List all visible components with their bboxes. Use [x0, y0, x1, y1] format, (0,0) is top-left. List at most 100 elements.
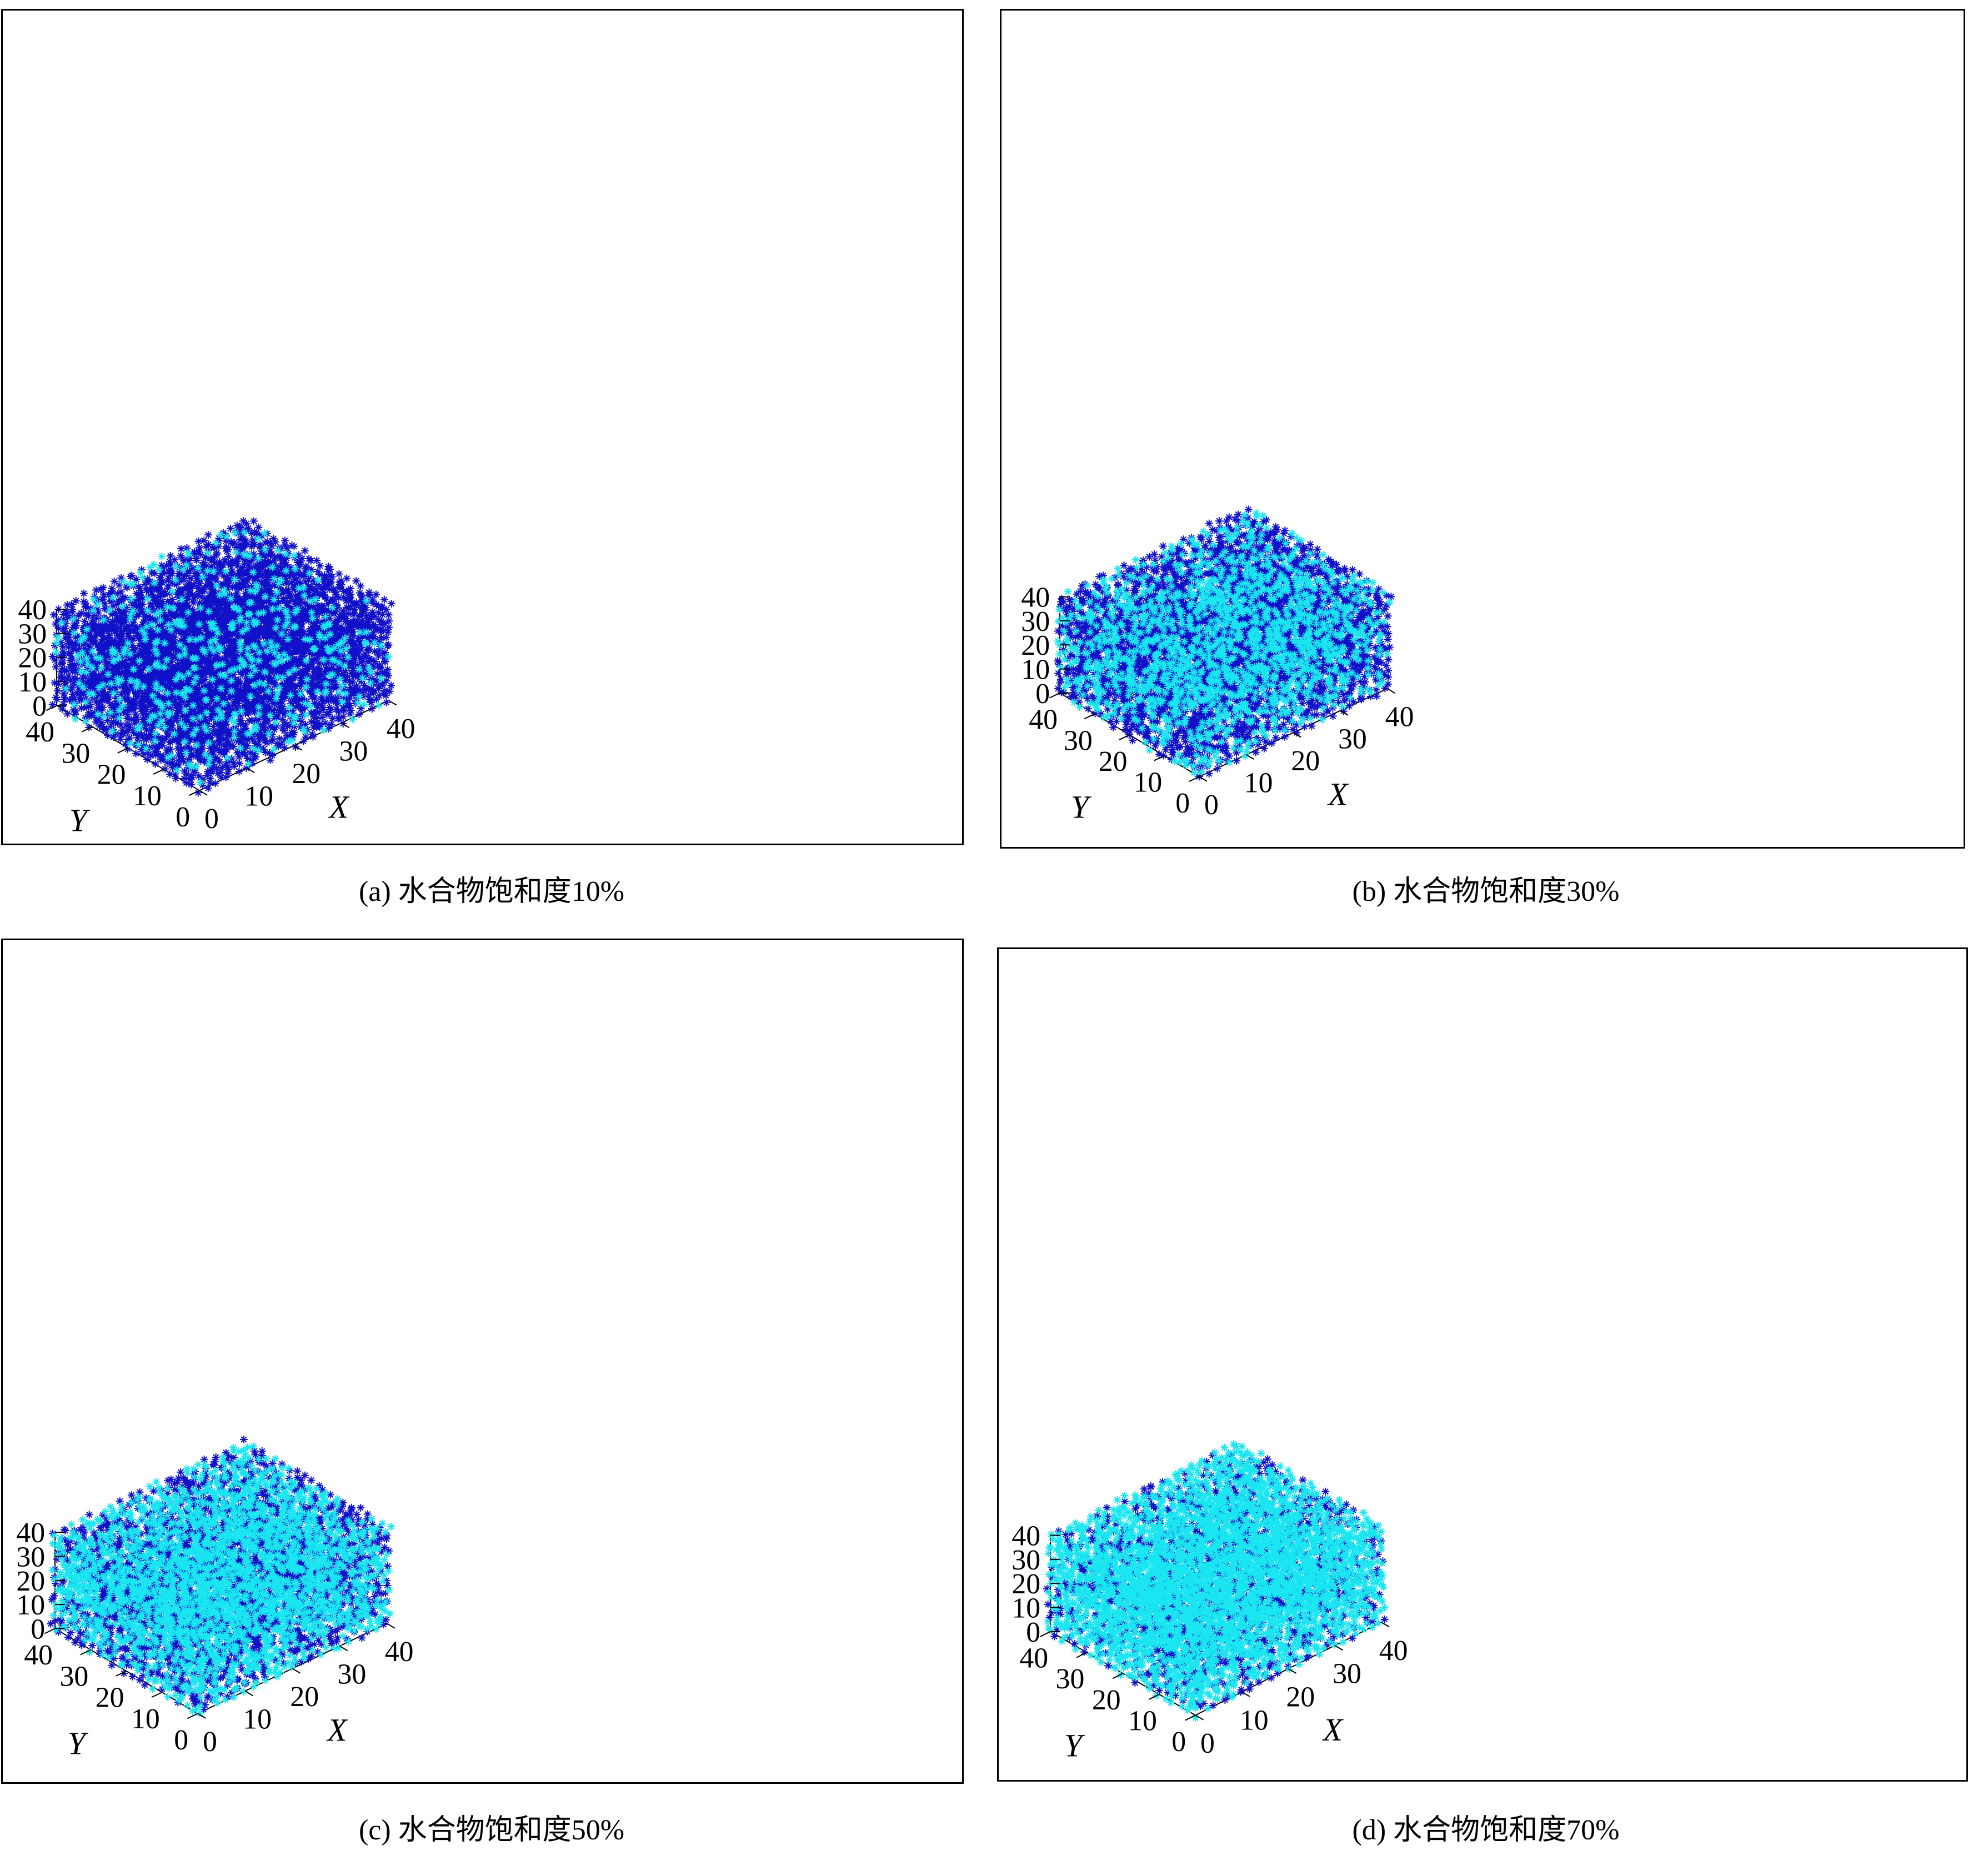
x-tick-label: 40: [387, 713, 415, 745]
y-tick-label: 40: [26, 716, 54, 748]
y-tick: [187, 1713, 198, 1719]
x-tick-label: 20: [292, 758, 321, 790]
y-tick-label: 30: [62, 738, 91, 769]
x-axis-name: X: [1327, 778, 1349, 812]
y-tick: [153, 769, 164, 775]
x-tick: [1381, 1622, 1390, 1628]
x-tick-label: 10: [1244, 768, 1273, 799]
x-tick: [1334, 1645, 1343, 1651]
scatter-points-c: [47, 1435, 395, 1717]
x-tick-label: 10: [1240, 1704, 1269, 1736]
z-tick-label: 10: [1021, 654, 1050, 686]
z-tick-label: 40: [1021, 582, 1050, 614]
y-tick: [1076, 1652, 1087, 1658]
x-tick: [244, 1691, 253, 1697]
y-tick-label: 20: [1099, 746, 1128, 778]
x-tick-label: 0: [203, 1726, 217, 1758]
x-tick-label: 30: [339, 735, 368, 767]
y-tick-label: 40: [1019, 1643, 1048, 1674]
x-tick-label: 20: [1291, 745, 1320, 777]
y-axis-name: Y: [69, 803, 91, 838]
y-tick-label: 30: [60, 1661, 89, 1692]
z-tick-label: 40: [18, 594, 47, 626]
y-axis-name: Y: [1071, 790, 1092, 825]
x-tick-label: 40: [1385, 701, 1414, 733]
y-tick: [1188, 776, 1200, 782]
y-tick: [188, 790, 200, 796]
x-tick-label: 30: [1338, 723, 1367, 755]
x-tick-label: 0: [1200, 1728, 1215, 1759]
x-tick-label: 30: [338, 1659, 367, 1691]
z-tick-label: 0: [31, 1613, 45, 1645]
y-tick: [1112, 1673, 1124, 1679]
x-tick: [1288, 1668, 1297, 1674]
y-tick: [117, 747, 128, 754]
y-axis-name: Y: [1064, 1729, 1085, 1764]
caption-c: (c) 水合物饱和度50%: [358, 1814, 625, 1846]
y-tick: [1154, 755, 1165, 761]
y-tick: [46, 705, 57, 711]
z-tick-label: 20: [16, 1566, 45, 1597]
x-tick-label: 10: [244, 781, 273, 812]
y-tick: [116, 1671, 127, 1677]
z-tick-label: 20: [18, 643, 47, 674]
caption-a: (a) 水合物饱和度10%: [358, 876, 625, 907]
z-tick-label: 10: [1011, 1592, 1040, 1624]
y-tick: [1049, 693, 1060, 699]
y-tick-label: 30: [1056, 1663, 1085, 1695]
x-tick-label: 20: [1286, 1682, 1315, 1713]
x-tick: [341, 722, 350, 729]
y-tick-label: 40: [1029, 704, 1058, 736]
z-tick-label: 30: [16, 1541, 45, 1573]
z-tick-label: 30: [1011, 1544, 1040, 1576]
y-axis-name: Y: [68, 1726, 89, 1761]
x-tick: [292, 1668, 301, 1674]
hydrate-markers-c: [48, 1442, 395, 1717]
y-tick: [82, 726, 93, 733]
scatter-points-a: [48, 517, 395, 797]
tick-labels-b: 010203040010203040010203040XYN: [1021, 582, 1414, 825]
y-tick: [1084, 713, 1095, 720]
x-tick-label: 10: [243, 1704, 272, 1735]
y-tick-label: 20: [1092, 1684, 1121, 1716]
z-tick-label: 40: [1011, 1520, 1040, 1552]
y-tick-label: 10: [131, 1703, 160, 1735]
y-tick: [151, 1692, 163, 1698]
x-tick: [1246, 754, 1255, 760]
scatter3d-d: 010203040010203040010203040XYN: [1011, 1440, 1408, 1764]
x-tick: [339, 1646, 348, 1652]
y-tick-label: 0: [176, 801, 190, 833]
y-tick: [80, 1649, 91, 1656]
hydrate-markers-b: [1054, 509, 1394, 777]
hydrate-markers-d: [1044, 1440, 1389, 1722]
x-tick: [197, 1713, 206, 1719]
z-tick-label: 0: [1026, 1617, 1040, 1648]
x-tick: [199, 790, 208, 796]
x-tick-label: 30: [1333, 1658, 1361, 1690]
x-axis-name: X: [1322, 1713, 1344, 1748]
y-tick-label: 30: [1064, 725, 1093, 756]
scatter-points-b: [1054, 505, 1395, 781]
x-axis-name: X: [326, 1713, 348, 1748]
x-tick: [1241, 1691, 1250, 1697]
z-tick-label: 40: [16, 1517, 45, 1549]
x-tick: [1293, 732, 1301, 738]
y-tick-label: 0: [1175, 787, 1190, 819]
y-tick: [1040, 1631, 1051, 1637]
y-tick: [1185, 1714, 1196, 1721]
y-tick-label: 10: [133, 780, 162, 812]
x-tick: [387, 1623, 395, 1629]
plot-panel-b: 010203040010203040010203040XYN: [1000, 9, 1965, 849]
z-tick-label: 20: [1021, 630, 1050, 661]
hydrate-markers-a: [52, 528, 392, 786]
y-tick-label: 0: [174, 1724, 188, 1756]
y-tick-label: 40: [24, 1639, 53, 1671]
x-tick-label: 0: [1204, 789, 1219, 821]
plot-panel-a: 010203040010203040010203040XYN: [1, 9, 964, 845]
x-tick: [1387, 688, 1395, 694]
z-tick-label: 10: [18, 666, 47, 698]
x-tick: [1340, 710, 1349, 716]
scatter3d-c: 010203040010203040010203040XYN: [16, 1435, 413, 1761]
caption-d: (d) 水合物饱和度70%: [1352, 1814, 1620, 1846]
y-tick-label: 10: [1128, 1706, 1157, 1737]
